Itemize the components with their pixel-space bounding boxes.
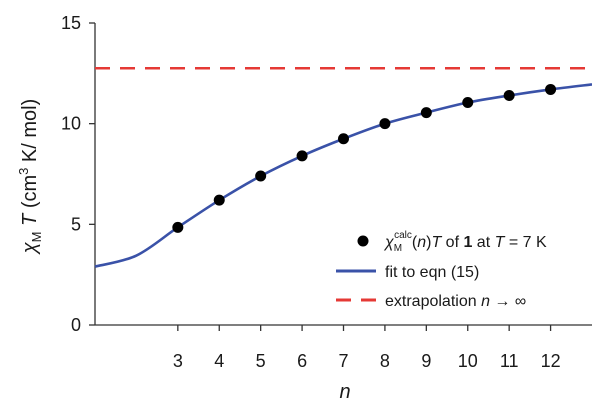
legend-marker-scatter xyxy=(357,235,369,247)
legend-label-fit: fit to eqn (15) xyxy=(385,264,479,281)
chart-marks xyxy=(94,67,592,268)
y-tick-label: 5 xyxy=(71,214,81,234)
x-tick-label: 10 xyxy=(458,351,478,371)
y-tick-label: 10 xyxy=(61,114,81,134)
data-point xyxy=(503,89,515,101)
data-point xyxy=(338,133,349,145)
data-point xyxy=(420,107,432,119)
legend: χMcalc(n)T of 1 at T = 7 K fit to eqn (1… xyxy=(336,230,547,310)
x-axis-title: n xyxy=(339,381,350,403)
data-point xyxy=(172,221,184,233)
x-tick-label: 11 xyxy=(500,351,519,371)
y-tick-label: 0 xyxy=(71,315,81,335)
y-tick-label: 15 xyxy=(61,13,81,33)
legend-label-extrapolation: extrapolation n → ∞ xyxy=(385,293,526,310)
axes: 0 5 10 15 3 4 5 6 7 8 9 10 11 12 xyxy=(61,13,592,371)
data-point xyxy=(296,150,308,162)
legend-label-scatter: χMcalc(n)T of 1 at T = 7 K xyxy=(383,230,547,254)
x-tick-label: 7 xyxy=(338,351,348,371)
y-axis-title: χM T (cm3 K/ mol) xyxy=(16,99,44,256)
x-tick-label: 8 xyxy=(380,351,390,371)
x-tick-label: 3 xyxy=(173,351,183,371)
data-point xyxy=(462,97,474,109)
x-tick-label: 5 xyxy=(256,351,266,371)
x-tick-label: 9 xyxy=(421,351,431,371)
data-point xyxy=(255,170,267,182)
data-point xyxy=(379,118,391,130)
x-tick-label: 6 xyxy=(297,351,307,371)
x-tick-label: 4 xyxy=(214,351,224,371)
x-tick-label: 12 xyxy=(541,351,561,371)
data-point xyxy=(545,83,557,95)
data-point xyxy=(213,194,225,206)
